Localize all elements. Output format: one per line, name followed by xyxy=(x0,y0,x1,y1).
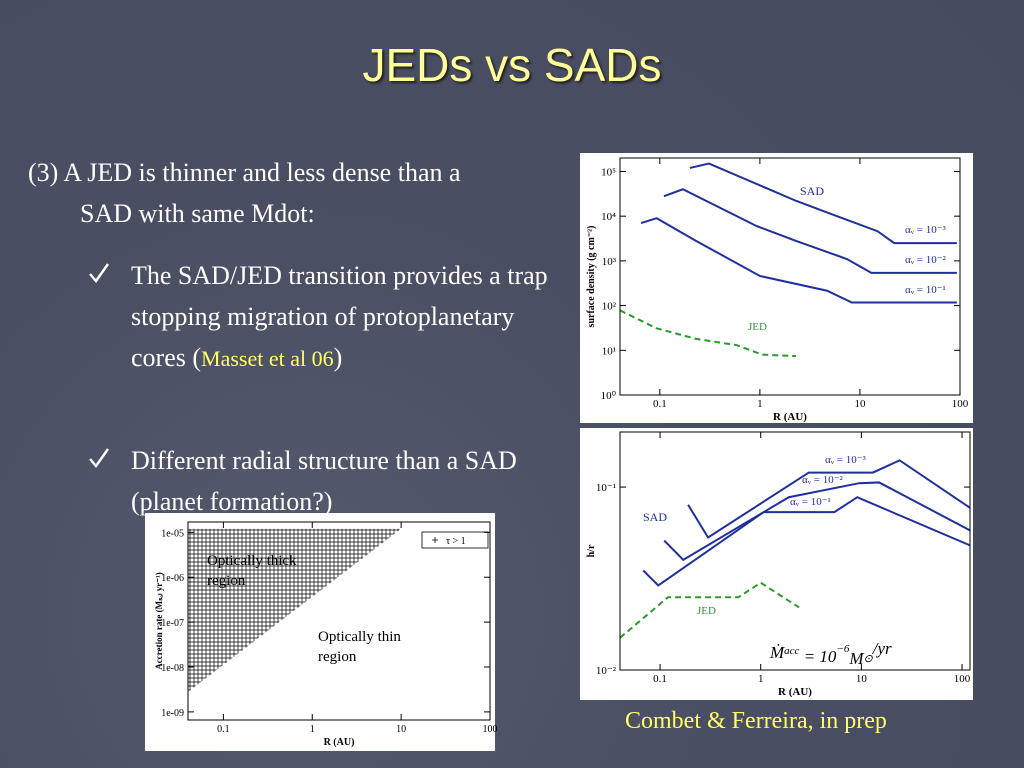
y-tick-label: 1e-05 xyxy=(161,528,184,539)
plot-frame xyxy=(187,521,491,721)
x-tick-label: 100 xyxy=(483,724,498,735)
formula-part: M xyxy=(848,649,864,668)
annotation: SAD xyxy=(800,184,824,198)
y-tick-label: 10⁻¹ xyxy=(596,482,616,494)
series-label: αᵥ = 10⁻² xyxy=(802,474,844,486)
check-icon xyxy=(89,448,109,468)
y-tick-label: 10¹ xyxy=(602,345,616,357)
x-tick-label: 1 xyxy=(758,673,764,685)
x-tick-label: 1 xyxy=(757,398,763,410)
y-axis-label: surface density (g cm⁻²) xyxy=(586,226,597,328)
line-series xyxy=(663,188,957,274)
bullet-text: ) xyxy=(333,343,343,372)
annotation-line: Optically thick xyxy=(207,553,297,569)
series-label: αᵥ = 10⁻² xyxy=(905,254,947,266)
line-series xyxy=(663,481,971,562)
x-axis-label: R (AU) xyxy=(778,686,812,698)
bullet: Different radial structure than a SAD (p… xyxy=(131,440,563,522)
bullet-text: Different radial structure than a SAD (p… xyxy=(131,446,517,516)
series-label: αᵥ = 10⁻³ xyxy=(905,224,947,236)
x-tick-label: 0.1 xyxy=(217,724,230,735)
y-tick-label: 10⁴ xyxy=(601,211,616,223)
series-label: JED xyxy=(697,605,716,617)
y-tick-label: 1e-07 xyxy=(161,618,184,629)
formula-part: Ṁ xyxy=(769,643,785,662)
annotation-line: region xyxy=(318,649,357,665)
formula-part: −6 xyxy=(836,643,849,655)
plot-frame xyxy=(619,431,971,671)
formula-part: acc xyxy=(784,645,799,657)
line-series xyxy=(619,309,797,358)
annotation: Optically thin region xyxy=(318,629,401,665)
y-tick-label: 1e-09 xyxy=(161,708,184,719)
x-tick-label: 0.1 xyxy=(653,673,667,685)
formula: Ṁacc = 10−6M⊙/yr xyxy=(769,639,892,668)
figure-panel xyxy=(580,428,973,700)
slide-title: JEDs vs SADs xyxy=(362,39,662,91)
series-label: αᵥ = 10⁻¹ xyxy=(790,496,831,508)
y-axis-label: h/r xyxy=(586,544,597,557)
bullet-text: The SAD/JED transition provides a trap s… xyxy=(131,261,548,372)
legend-marker xyxy=(432,537,438,543)
line-series xyxy=(640,217,957,304)
x-axis-label: R (AU) xyxy=(773,411,807,423)
region xyxy=(188,528,402,692)
series-label: αᵥ = 10⁻³ xyxy=(825,454,867,466)
formula-part: /yr xyxy=(872,639,892,658)
y-tick-label: 10⁰ xyxy=(601,390,617,402)
series-label: αᵥ = 10⁻¹ xyxy=(905,284,946,296)
annotation: Optically thick region xyxy=(207,553,297,589)
y-tick-label: 10³ xyxy=(602,256,617,268)
series-label: JED xyxy=(748,321,767,333)
x-tick-label: 10 xyxy=(854,398,866,410)
y-tick-label: 1e-08 xyxy=(161,663,184,674)
formula-part: = 10 xyxy=(799,647,836,666)
citation: Masset et al 06 xyxy=(201,346,334,371)
x-tick-label: 0.1 xyxy=(653,398,667,410)
x-tick-label: 10 xyxy=(856,673,868,685)
x-tick-label: 1 xyxy=(310,724,315,735)
figure-credit: Combet & Ferreira, in prep xyxy=(625,708,887,734)
bullet: The SAD/JED transition provides a trap s… xyxy=(131,255,563,379)
x-tick-label: 100 xyxy=(952,398,969,410)
legend-box xyxy=(421,531,489,549)
formula-part: ⊙ xyxy=(864,653,874,665)
check-icon xyxy=(89,263,109,283)
annotation: SAD xyxy=(643,510,667,524)
y-tick-label: 10⁵ xyxy=(601,166,616,178)
x-tick-label: 10 xyxy=(396,724,406,735)
figure-panel xyxy=(580,153,973,423)
y-tick-label: 1e-06 xyxy=(161,573,184,584)
line-series xyxy=(642,496,971,587)
y-tick-label: 10² xyxy=(602,301,617,313)
line-series xyxy=(687,459,971,539)
y-tick-label: 10⁻² xyxy=(596,665,617,677)
y-axis-label: Accretion rate (Mₛₒₗ yr⁻¹) xyxy=(154,572,164,669)
line-series xyxy=(689,162,957,245)
x-axis-label: R (AU) xyxy=(324,737,355,748)
legend-label: τ > 1 xyxy=(446,536,466,547)
plot-frame xyxy=(619,157,961,396)
annotation-line: Optically thin xyxy=(318,629,401,645)
annotation-line: region xyxy=(207,573,246,589)
line-series xyxy=(619,581,800,639)
intro-text: (3) A JED is thinner and less dense than… xyxy=(28,158,461,228)
x-tick-label: 100 xyxy=(954,673,971,685)
